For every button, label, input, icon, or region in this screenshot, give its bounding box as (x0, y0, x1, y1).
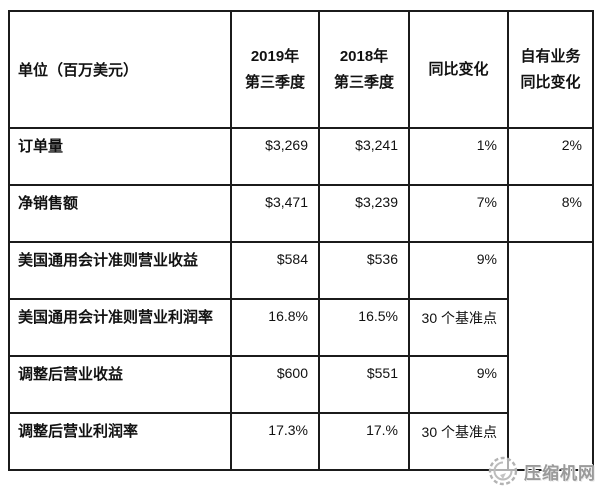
value-cell: $536 (318, 241, 410, 300)
value-cell: $3,239 (318, 184, 410, 243)
row-label: 调整后营业收益 (8, 355, 232, 414)
value-cell: 7% (408, 184, 509, 243)
value-cell: $600 (230, 355, 320, 414)
row-label: 订单量 (8, 127, 232, 186)
value-cell: 9% (408, 241, 509, 300)
value-cell: 30 个基准点 (408, 298, 509, 357)
value-cell: $3,471 (230, 184, 320, 243)
table-row-adjusted-operating-margin: 调整后营业利润率 17.3% 17.% 30 个基准点 (8, 412, 593, 471)
value-cell: 30 个基准点 (408, 412, 509, 471)
table-row-orders: 订单量 $3,269 $3,241 1% 2% (8, 127, 594, 186)
row-label: 调整后营业利润率 (8, 412, 232, 471)
table-row-net-sales: 净销售额 $3,471 $3,239 7% 8% (8, 184, 594, 243)
value-cell: 17.3% (230, 412, 320, 471)
header-unit: 单位（百万美元） (8, 10, 232, 129)
value-cell: 2% (507, 127, 594, 186)
row-label: 净销售额 (8, 184, 232, 243)
value-cell: $584 (230, 241, 320, 300)
table-row-gaap-operating-margin: 美国通用会计准则营业利润率 16.8% 16.5% 30 个基准点 (8, 298, 593, 357)
row-label: 美国通用会计准则营业利润率 (8, 298, 232, 357)
financial-results-table: 单位（百万美元） 2019年 第三季度 2018年 第三季度 同比变化 自有业务… (8, 10, 594, 471)
value-cell: 1% (408, 127, 509, 186)
header-yoy-change: 同比变化 (408, 10, 509, 129)
value-cell: $3,269 (230, 127, 320, 186)
header-q3-2019: 2019年 第三季度 (230, 10, 320, 129)
header-q3-2018: 2018年 第三季度 (318, 10, 410, 129)
value-cell: 17.% (318, 412, 410, 471)
table-header-row: 单位（百万美元） 2019年 第三季度 2018年 第三季度 同比变化 自有业务… (8, 10, 594, 129)
value-cell: 16.8% (230, 298, 320, 357)
table-row-gaap-operating-income: 美国通用会计准则营业收益 $584 $536 9% (8, 241, 594, 471)
header-organic-yoy-change: 自有业务 同比变化 (507, 10, 594, 129)
value-cell: $551 (318, 355, 410, 414)
value-cell: 9% (408, 355, 509, 414)
row-label: 美国通用会计准则营业收益 (8, 241, 232, 300)
value-cell: 8% (507, 184, 594, 243)
value-cell: $3,241 (318, 127, 410, 186)
value-cell: 16.5% (318, 298, 410, 357)
table-row-adjusted-operating-income: 调整后营业收益 $600 $551 9% (8, 355, 593, 414)
merged-empty-cell (507, 241, 594, 471)
